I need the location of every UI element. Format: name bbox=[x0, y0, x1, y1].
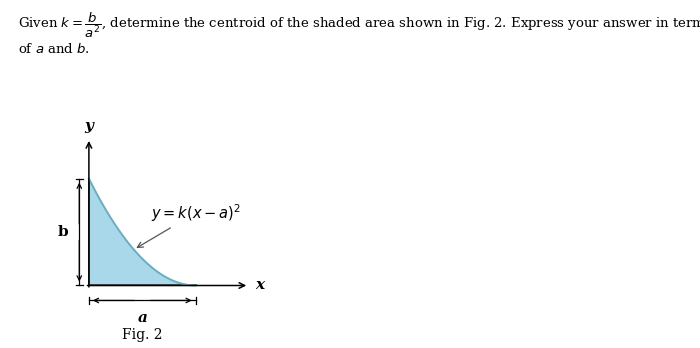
Text: y: y bbox=[85, 119, 93, 133]
Text: of $a$ and $b$.: of $a$ and $b$. bbox=[18, 42, 90, 56]
Text: x: x bbox=[256, 278, 265, 293]
Polygon shape bbox=[89, 179, 196, 285]
Text: Fig. 2: Fig. 2 bbox=[122, 328, 162, 342]
Text: $y = k(x-a)^2$: $y = k(x-a)^2$ bbox=[137, 202, 241, 247]
Text: a: a bbox=[137, 311, 147, 325]
Text: b: b bbox=[58, 225, 69, 239]
Text: Given $k = \dfrac{b}{a^2}$, determine the centroid of the shaded area shown in F: Given $k = \dfrac{b}{a^2}$, determine th… bbox=[18, 10, 700, 40]
